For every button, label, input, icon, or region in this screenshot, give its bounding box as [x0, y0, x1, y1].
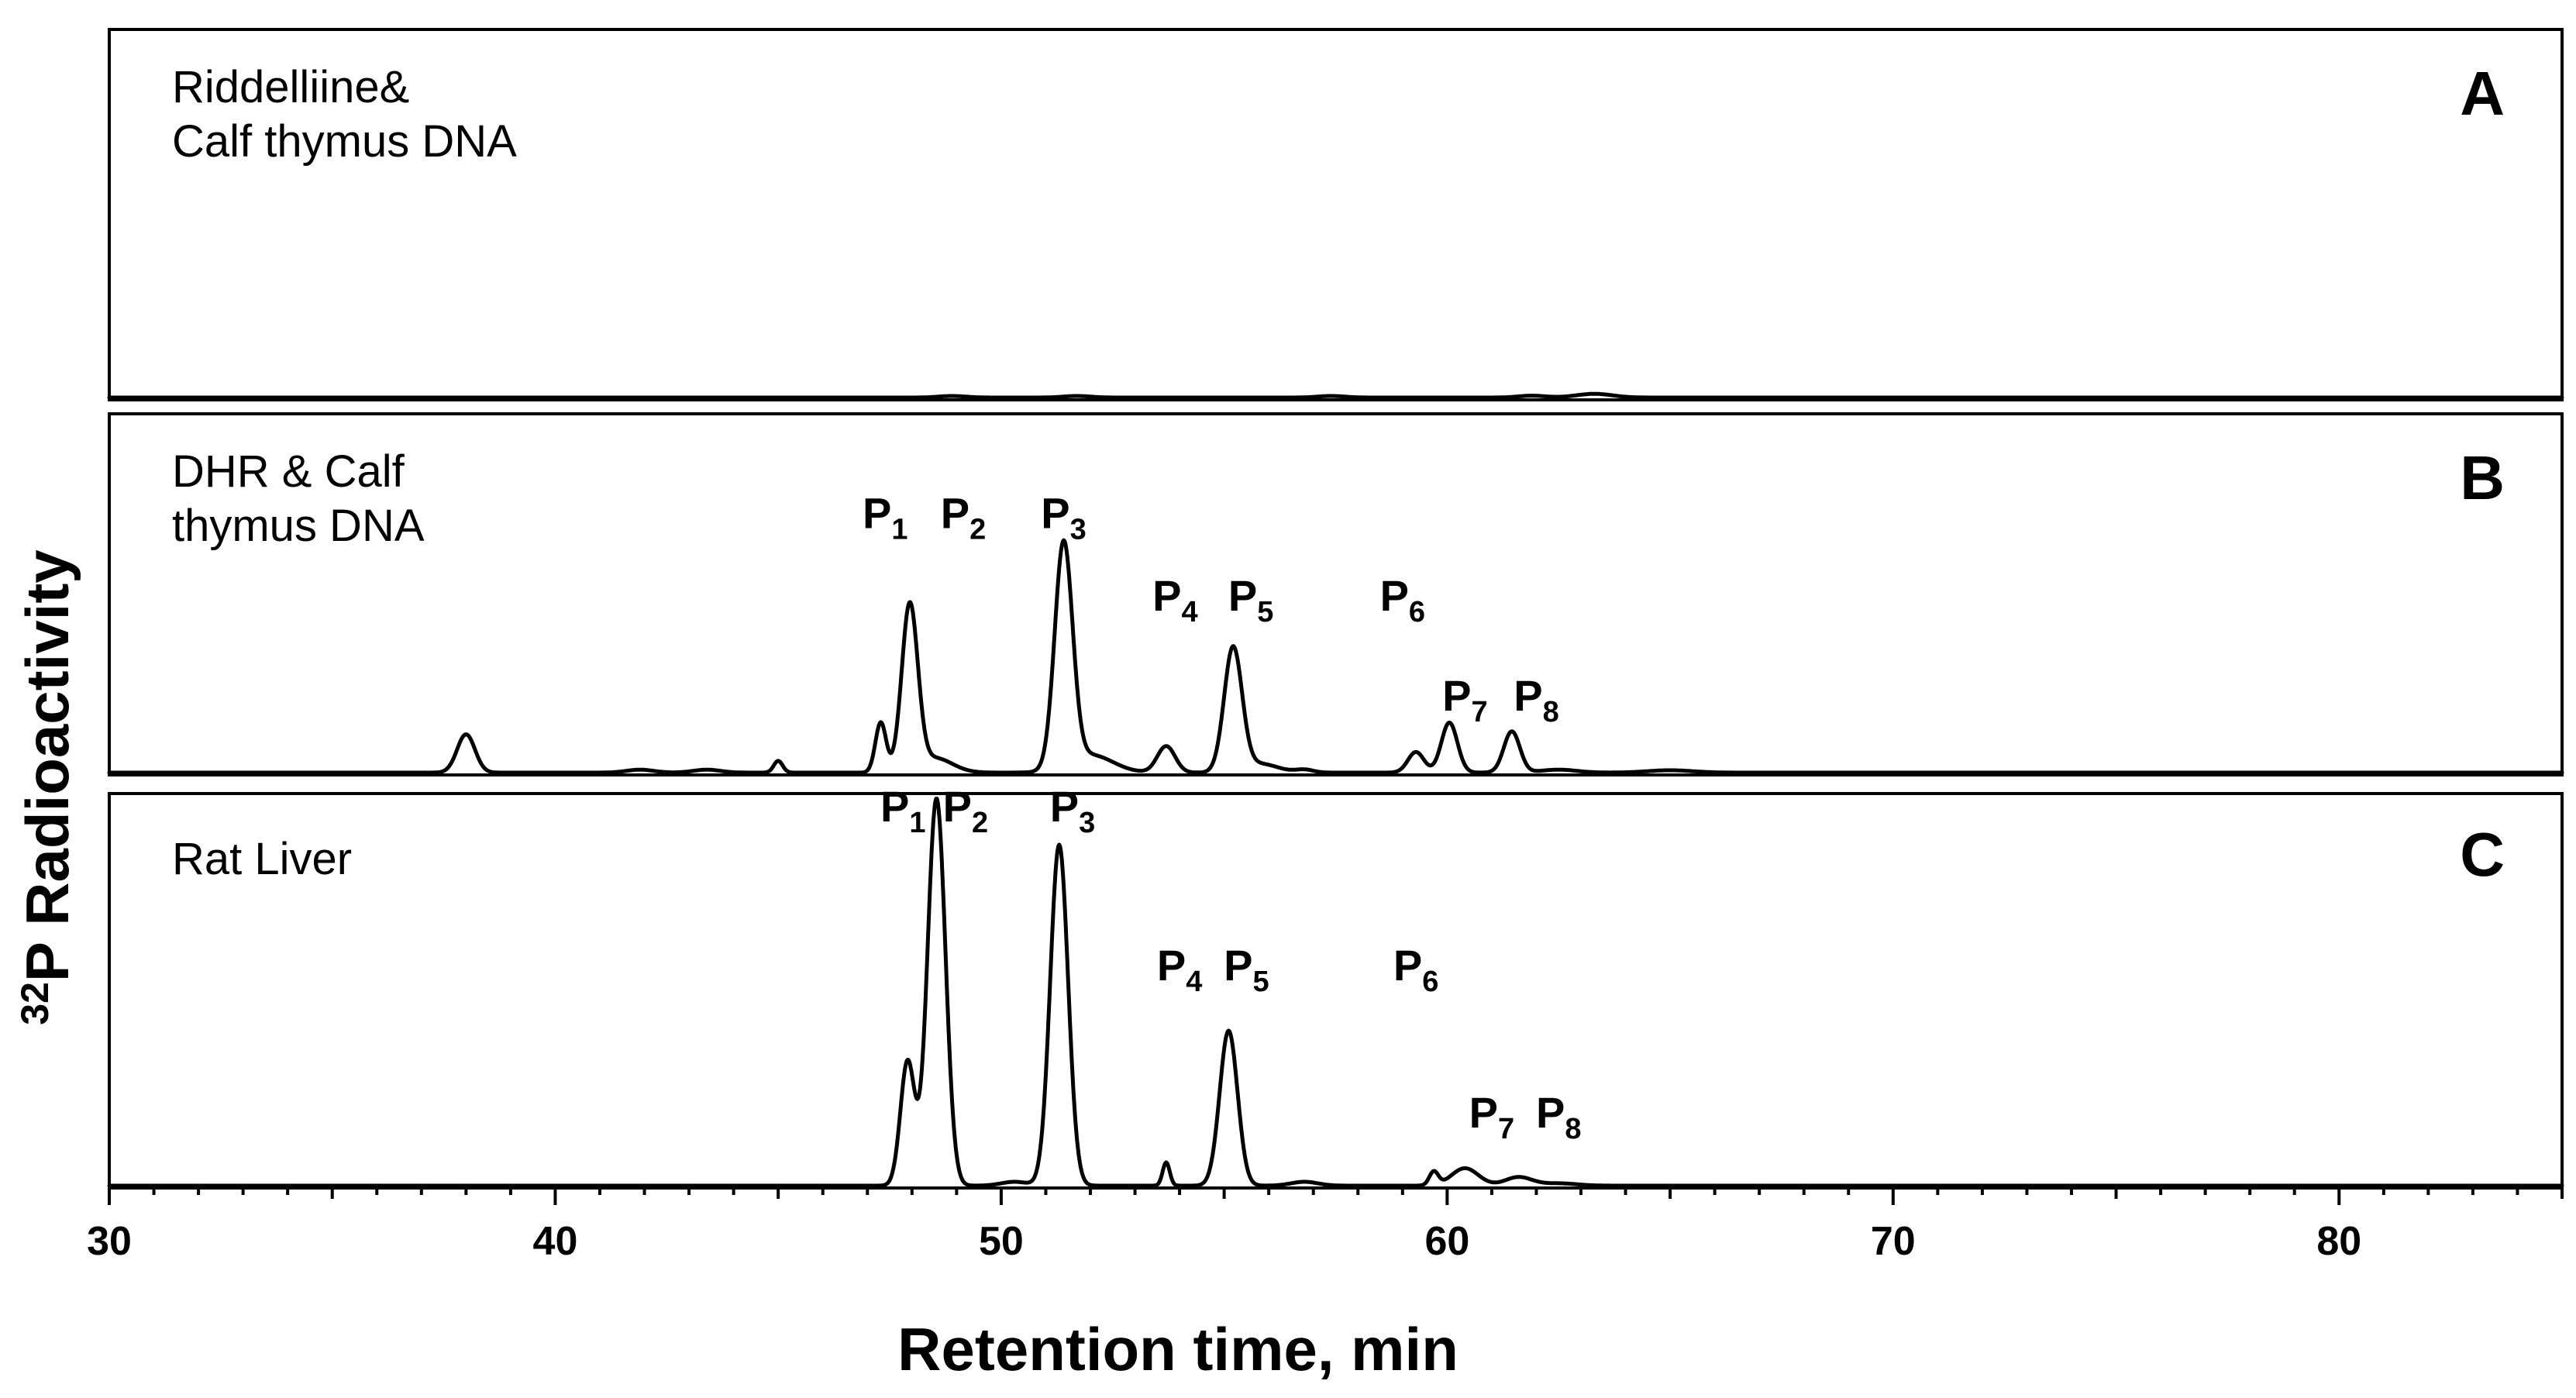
panel-letter: C [2460, 820, 2505, 889]
peak-label-p8: P8 [1536, 1088, 1582, 1145]
peak-label-subscript: 8 [1565, 1113, 1581, 1145]
x-tick-label: 50 [979, 1219, 1024, 1264]
panel-a: Riddelliine&Calf thymus DNA A [107, 28, 2564, 401]
chromatogram-trace [107, 391, 2564, 400]
panel-frame [108, 412, 2564, 776]
peak-label-p5: P5 [1228, 571, 1274, 628]
peak-label-subscript: 3 [1070, 514, 1087, 546]
peak-label-letter: P [880, 782, 909, 831]
peak-label-subscript: 7 [1498, 1113, 1514, 1145]
peak-label-letter: P [1442, 671, 1471, 720]
peak-label-letter: P [863, 489, 891, 538]
peak-label-letter: P [1380, 571, 1409, 620]
chromatogram-trace [107, 538, 2564, 775]
x-tick-label: 60 [1424, 1219, 1469, 1264]
panel-frame [108, 28, 2564, 401]
peak-label-letter: P [1224, 941, 1252, 990]
peak-label-p2: P2 [941, 489, 987, 546]
peak-label-p3: P3 [1041, 489, 1087, 546]
peak-label-letter: P [1050, 782, 1079, 831]
peak-label-letter: P [1228, 571, 1257, 620]
peak-label-p6: P6 [1393, 941, 1439, 998]
panel-frame [108, 792, 2564, 1190]
peak-label-subscript: 2 [972, 807, 988, 839]
peak-label-letter: P [941, 489, 969, 538]
x-axis-title: Retention time, min [897, 1315, 1458, 1383]
chromatogram-trace [107, 797, 2564, 1188]
peak-label-p1: P1 [880, 782, 926, 839]
y-axis-title-superscript: 32 [13, 982, 57, 1025]
panel-letter: B [2460, 443, 2505, 512]
peak-label-subscript: 5 [1253, 966, 1269, 998]
peak-label-letter: P [943, 782, 972, 831]
sample-label: thymus DNA [172, 501, 425, 551]
peak-label-p3: P3 [1050, 782, 1096, 839]
peak-label-subscript: 8 [1543, 696, 1559, 728]
x-tick-label: 30 [87, 1219, 132, 1264]
y-axis-title: 32P Radioactivity [13, 549, 81, 1024]
peak-label-p6: P6 [1380, 571, 1426, 628]
peak-label-subscript: 3 [1079, 807, 1095, 839]
peak-label-letter: P [1157, 941, 1186, 990]
peak-label-p7: P7 [1469, 1088, 1515, 1145]
peak-label-letter: P [1393, 941, 1422, 990]
x-axis: 30 40 50 60 70 80 [87, 1188, 2564, 1264]
panel-letter: A [2460, 59, 2505, 128]
sample-label: Calf thymus DNA [172, 116, 517, 167]
peak-label-p2: P2 [943, 782, 989, 839]
peak-label-p4: P4 [1152, 571, 1198, 628]
peak-label-p7: P7 [1442, 671, 1488, 728]
y-axis-title-text: P Radioactivity [13, 549, 81, 982]
peak-label-p1: P1 [863, 489, 908, 546]
peak-label-subscript: 4 [1186, 966, 1202, 998]
panels-group: Riddelliine&Calf thymus DNA A DHR & Calfth… [107, 28, 2564, 1190]
peak-label-subscript: 4 [1181, 596, 1197, 628]
peak-label-subscript: 1 [891, 514, 907, 546]
peak-label-subscript: 2 [969, 514, 986, 546]
sample-label: DHR & Calf [172, 446, 405, 497]
sample-label: Rat Liver [172, 834, 352, 884]
peak-label-subscript: 6 [1409, 596, 1425, 628]
x-tick-label: 80 [2316, 1219, 2361, 1264]
peak-label-letter: P [1514, 671, 1542, 720]
peak-label-subscript: 7 [1471, 696, 1487, 728]
x-tick-label: 70 [1871, 1219, 1916, 1264]
peak-label-p4: P4 [1157, 941, 1203, 998]
peak-label-letter: P [1152, 571, 1181, 620]
sample-label: Riddelliine& [172, 62, 409, 112]
peak-label-p5: P5 [1224, 941, 1269, 998]
peak-label-p8: P8 [1514, 671, 1559, 728]
peak-label-subscript: 1 [909, 807, 925, 839]
peak-label-subscript: 6 [1422, 966, 1438, 998]
peak-label-letter: P [1536, 1088, 1565, 1137]
peak-label-letter: P [1041, 489, 1069, 538]
peak-label-subscript: 5 [1257, 596, 1273, 628]
x-tick-label: 40 [533, 1219, 578, 1264]
peak-label-letter: P [1469, 1088, 1498, 1137]
